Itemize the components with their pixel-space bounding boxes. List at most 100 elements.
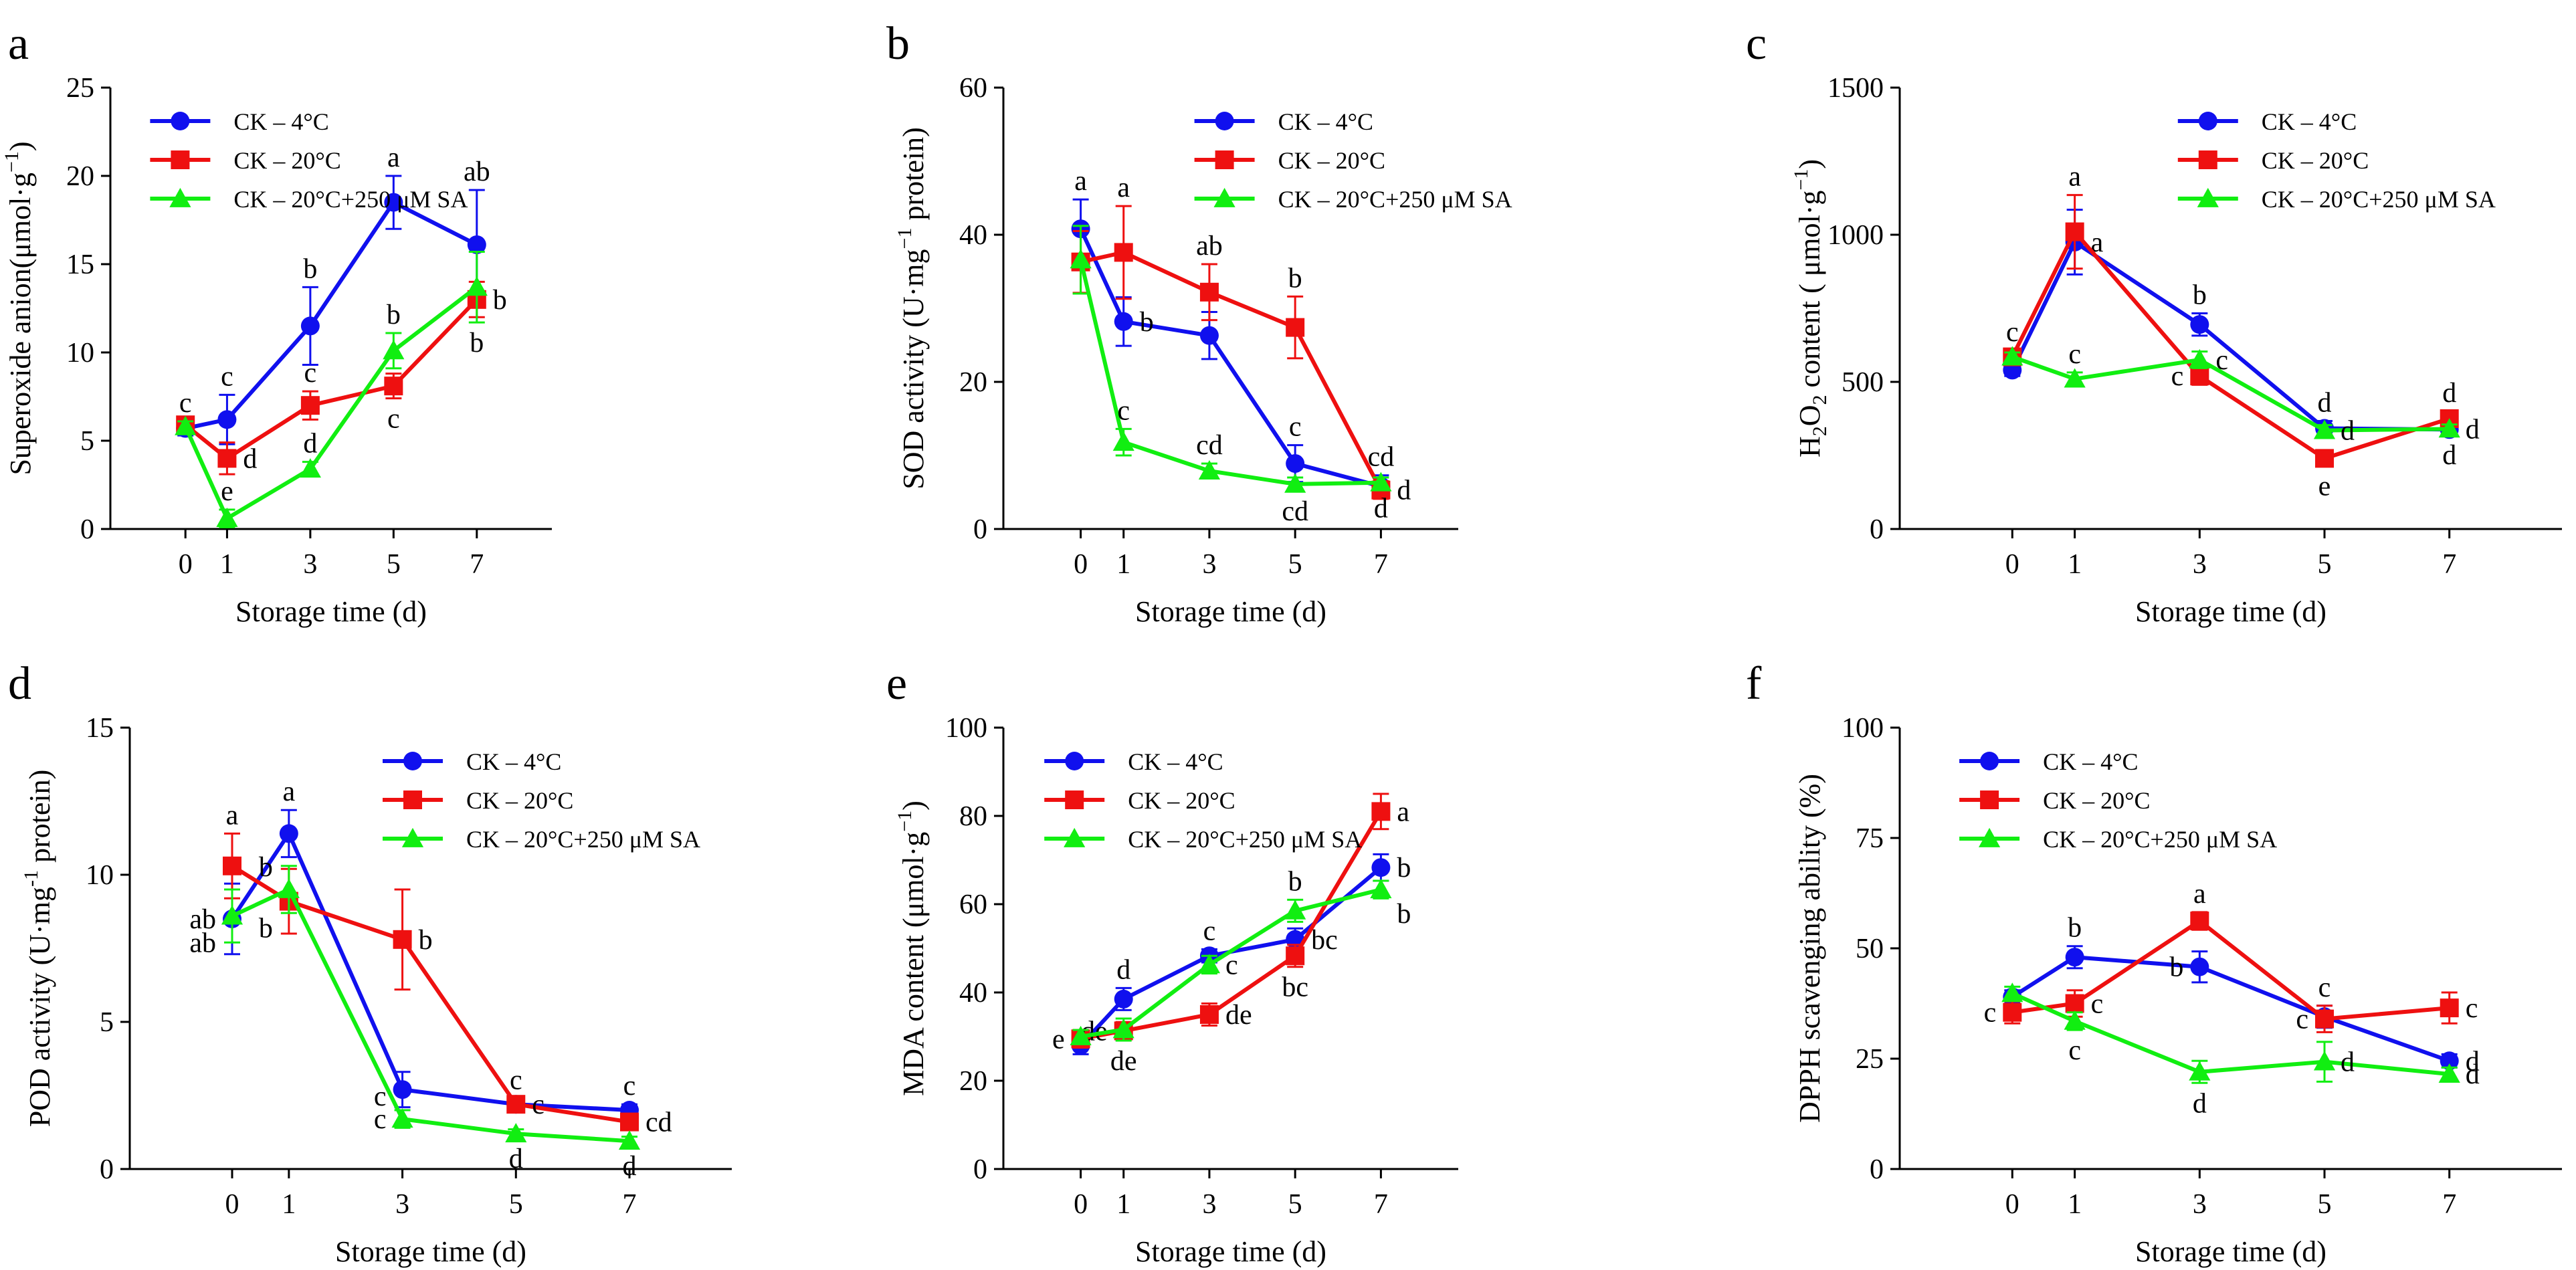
data-point (2190, 366, 2209, 386)
significance-letter: cd (1196, 430, 1223, 461)
y-axis-label-sup: −1 (1790, 169, 1812, 191)
significance-letter: c (2296, 1004, 2308, 1035)
significance-letter: b (1288, 263, 1302, 294)
data-point (393, 930, 412, 949)
significance-letter: ab (464, 156, 490, 187)
y-axis-label: MDA content (μmol·g−1) (894, 801, 930, 1096)
y-axis-label-mid: O (1793, 405, 1826, 426)
data-point (1286, 454, 1305, 473)
data-point (384, 193, 403, 212)
data-point (299, 458, 321, 478)
significance-letter: a (2068, 162, 2081, 193)
y-tick-label: 0 (1870, 514, 1884, 545)
x-tick-label: 3 (2193, 549, 2207, 580)
legend-marker (403, 790, 422, 809)
data-point (2065, 222, 2084, 241)
data-point (1199, 1005, 1219, 1024)
data-point (1198, 460, 1221, 480)
x-tick-label: 5 (509, 1189, 523, 1220)
data-point (2189, 348, 2211, 368)
data-point (2440, 998, 2459, 1018)
significance-letter: d (2466, 1059, 2480, 1090)
y-axis-label-sup: −1 (894, 811, 916, 832)
x-tick-label: 3 (1202, 1189, 1216, 1220)
significance-letter: a (1074, 166, 1087, 197)
y-axis-label: DPPH scavenging ability (%) (1793, 774, 1826, 1123)
legend-label: CK – 20°C (2262, 147, 2369, 174)
x-axis-label: Storage time (d) (335, 1235, 526, 1268)
x-tick-label: 7 (2442, 549, 2456, 580)
x-axis-label: Storage time (d) (1135, 595, 1326, 628)
significance-letter: b (2193, 280, 2207, 310)
series-line (2010, 239, 2450, 432)
data-point (1286, 318, 1305, 337)
significance-letter: a (387, 142, 400, 173)
legend-label: CK – 20°C+250 μM SA (466, 826, 700, 853)
y-tick-label: 20 (959, 367, 987, 398)
data-point (216, 508, 238, 528)
y-tick-label: 5 (80, 426, 94, 457)
significance-letter: c (179, 388, 192, 419)
data-point (175, 415, 197, 435)
significance-letter: a (1397, 797, 1409, 827)
significance-letter: e (1052, 1024, 1065, 1055)
significance-letter: d (2442, 440, 2456, 471)
significance-letter: bc (1311, 925, 1338, 956)
significance-letter: ab (189, 904, 216, 935)
legend-label: CK – 20°C (2043, 787, 2150, 814)
legend-marker (1065, 752, 1084, 770)
data-point (2313, 419, 2336, 439)
y-tick-label: 0 (100, 1154, 114, 1185)
legend-label: CK – 4°C (2043, 748, 2138, 775)
y-axis-label: H2O2 content ( μmol·g−1) (1790, 159, 1831, 457)
data-point (1198, 954, 1221, 974)
x-tick-label: 3 (2193, 1189, 2207, 1220)
y-axis-label-text: MDA content (μmol·g (897, 832, 930, 1096)
significance-letter: d (2193, 1088, 2207, 1119)
significance-letter: c (510, 1065, 522, 1095)
data-point (618, 1130, 641, 1150)
legend-label: CK – 20°C+250 μM SA (1278, 186, 1512, 213)
legend-marker (2198, 150, 2217, 169)
significance-letter: c (532, 1089, 544, 1120)
data-point (505, 1123, 527, 1143)
x-tick-label: 0 (1074, 1189, 1088, 1220)
y-axis-label-end: ) (897, 801, 930, 811)
significance-letter: b (2169, 952, 2183, 983)
legend-marker (403, 752, 422, 770)
x-tick-label: 1 (282, 1189, 296, 1220)
significance-letter: c (1117, 395, 1130, 426)
x-tick-label: 0 (1074, 549, 1088, 580)
significance-letter: c (221, 361, 233, 392)
significance-letter: cd (646, 1107, 672, 1138)
legend-marker (1979, 827, 2001, 847)
significance-letter: c (374, 1081, 387, 1112)
data-point (391, 1108, 413, 1128)
x-axis-label: Storage time (d) (2135, 1235, 2326, 1268)
y-tick-label: 20 (66, 161, 94, 192)
x-tick-label: 1 (2068, 1189, 2082, 1220)
panel-f: f 0 25 50 75 100 0 1 3 5 7 Storage time (d) DPPH sca… (1746, 658, 2562, 1268)
y-axis-label-sup: -1 (20, 870, 42, 887)
significance-letter: d (2318, 388, 2332, 419)
legend-label: CK – 20°C+250 μM SA (2262, 186, 2496, 213)
significance-letter: e (221, 476, 233, 507)
significance-letter: a (2193, 879, 2206, 910)
panel-letter: a (8, 18, 29, 70)
series: c cac c (1984, 879, 2478, 1035)
panel-letter: b (886, 18, 910, 70)
data-point (2064, 1010, 2086, 1030)
significance-letter: d (2466, 1046, 2480, 1077)
data-point (300, 396, 320, 415)
significance-letter: b (470, 328, 484, 358)
significance-letter: d (303, 429, 317, 459)
x-tick-label: 5 (387, 549, 401, 580)
significance-letter: d (1116, 954, 1130, 985)
significance-letter: b (1140, 307, 1154, 338)
y-axis-label-end: protein) (897, 127, 930, 227)
